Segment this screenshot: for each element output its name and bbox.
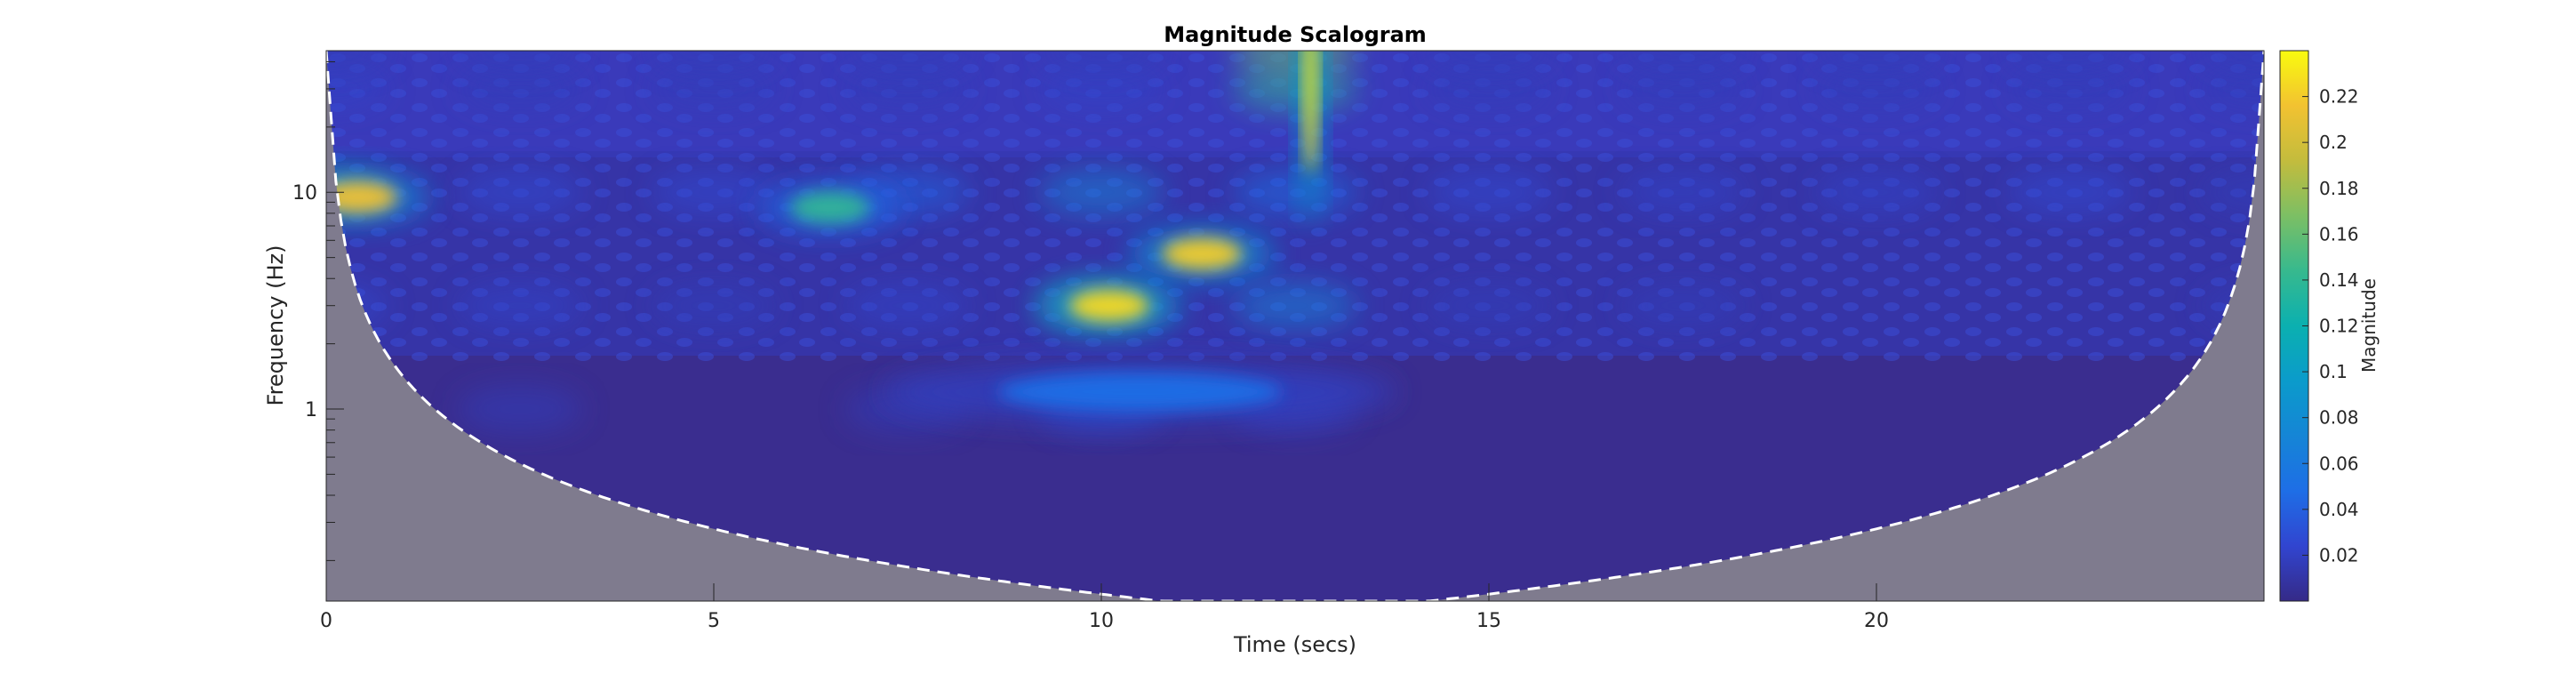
- x-axis-label: Time (secs): [1233, 632, 1356, 657]
- heatmap-cell: [1620, 51, 1745, 74]
- heatmap-cell: [2202, 65, 2264, 112]
- heatmap-cell: [1814, 169, 1939, 216]
- heatmap-cell: [1427, 51, 1551, 74]
- colorbar-tick-label: 0.16: [2319, 223, 2359, 245]
- cone-of-influence-shade: [326, 51, 2264, 601]
- feature-burst-near-6.5s-8hz: [789, 191, 870, 224]
- heatmap-cell: [326, 51, 388, 74]
- x-axis-ticks: 0 5 10 15 20: [320, 583, 1889, 632]
- heatmap-cell: [652, 51, 776, 74]
- heatmap-cell: [1427, 65, 1551, 112]
- heatmap-cell: [2008, 65, 2132, 112]
- x-tick-label: 0: [320, 610, 332, 632]
- y-tick-label: 1: [305, 399, 317, 421]
- colorbar-tick-label: 0.22: [2319, 86, 2359, 108]
- heatmap-cell: [458, 282, 582, 329]
- feature-burst-near-11s-5hz: [1162, 237, 1243, 270]
- x-tick-label: 20: [1864, 610, 1889, 632]
- colorbar-tick-label: 0.04: [2319, 499, 2359, 520]
- colorbar-tick-label: 0.02: [2319, 544, 2359, 566]
- heatmap-cell: [1233, 65, 1357, 112]
- heatmap-cell: [652, 65, 776, 112]
- heatmap-cell: [1814, 65, 1939, 112]
- heatmap-cell: [2008, 169, 2132, 216]
- colorbar-ticks: 0.02 0.04 0.06 0.08 0.1 0.12 0.14 0.16 0.18 0.2 0.…: [2302, 86, 2359, 566]
- heatmap-cell: [1233, 51, 1357, 74]
- colorbar-label: Magnitude: [2358, 278, 2380, 373]
- heatmap-cell: [845, 65, 970, 112]
- heatmap-cell: [326, 65, 388, 112]
- chart-title: Magnitude Scalogram: [1164, 22, 1427, 47]
- heatmap-cell: [652, 282, 776, 329]
- heatmap-cell: [1233, 169, 1357, 216]
- heatmap-cell: [458, 169, 582, 216]
- plot-frame: [325, 50, 2265, 602]
- feature-burst-near-0.4s-9hz: [326, 181, 397, 213]
- heatmap-cell: [1427, 282, 1551, 329]
- heatmap-cell: [1039, 51, 1164, 74]
- heatmap-cell: [2202, 169, 2264, 216]
- colorbar-tick-label: 0.06: [2319, 453, 2359, 474]
- colorbar-tick-label: 0.2: [2319, 132, 2348, 153]
- heatmap-cell: [845, 282, 970, 329]
- colorbar-tick-label: 0.18: [2319, 178, 2359, 199]
- feature-spike-at-12.7s: [1304, 51, 1317, 173]
- heatmap-cell: [2008, 51, 2132, 74]
- feature-burst-near-10s-3hz: [1068, 289, 1149, 322]
- y-axis-ticks: 1 10: [292, 60, 344, 561]
- heatmap-cell: [458, 386, 582, 433]
- heatmap-cell: [1233, 282, 1357, 329]
- heatmap-cell: [2202, 51, 2264, 74]
- colorbar: 0.02 0.04 0.06 0.08 0.1 0.12 0.14 0.16 0.18 0.2 0.…: [2279, 50, 2380, 602]
- heatmap-cell: [1620, 282, 1745, 329]
- y-tick-label: 10: [292, 182, 317, 205]
- heatmap-cell: [1427, 169, 1551, 216]
- cone-of-influence-line: [326, 51, 2264, 601]
- colorbar-tick-label: 0.08: [2319, 407, 2359, 429]
- heatmap-cell: [652, 169, 776, 216]
- heatmap-cell: [1039, 169, 1164, 216]
- plot-area: [325, 50, 2265, 602]
- x-tick-label: 10: [1089, 610, 1114, 632]
- y-axis-label: Frequency (Hz): [263, 245, 288, 406]
- x-tick-label: 15: [1476, 610, 1501, 632]
- heatmap-cell: [1620, 65, 1745, 112]
- heatmap-cell: [1620, 169, 1745, 216]
- heatmap-cell: [458, 51, 582, 74]
- heatmap-cell: [1814, 51, 1939, 74]
- colorbar-tick-label: 0.14: [2319, 269, 2359, 291]
- heatmap-cell: [1039, 65, 1164, 112]
- colorbar-tick-label: 0.1: [2319, 361, 2348, 382]
- heatmap-cell: [458, 65, 582, 112]
- x-tick-label: 5: [708, 610, 720, 632]
- heatmap-cell: [845, 51, 970, 74]
- colorbar-tick-label: 0.12: [2319, 316, 2359, 337]
- feature-band-near-10s-1.2hz: [997, 372, 1283, 412]
